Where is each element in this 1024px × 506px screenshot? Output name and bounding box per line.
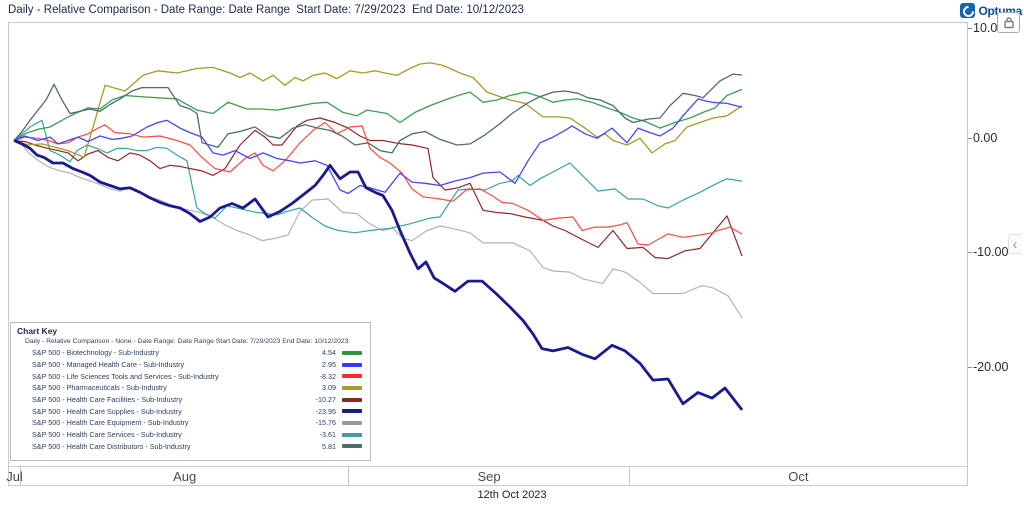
y-tick	[968, 138, 972, 139]
legend-row[interactable]: S&P 500 - Health Care Distributors - Sub…	[17, 441, 365, 453]
legend-swatch	[342, 444, 362, 449]
legend-row[interactable]: S&P 500 - Life Sciences Tools and Servic…	[17, 370, 365, 382]
optuma-logo-icon	[960, 3, 976, 18]
legend-row[interactable]: S&P 500 - Pharmaceuticals - Sub-Industry…	[17, 382, 365, 394]
legend-swatch	[342, 350, 362, 355]
plot-lines[interactable]	[9, 23, 967, 465]
legend-label: S&P 500 - Biotechnology - Sub-Industry	[32, 348, 159, 358]
legend-row[interactable]: S&P 500 - Health Care Facilities - Sub-I…	[17, 394, 365, 406]
y-axis-label: -20.00	[973, 360, 1009, 374]
series-line-life-sciences-tools[interactable]	[13, 121, 743, 246]
legend-label: S&P 500 - Health Care Facilities - Sub-I…	[32, 395, 183, 405]
series-line-biotechnology[interactable]	[13, 88, 743, 142]
legend-row[interactable]: S&P 500 - Managed Health Care - Sub-Indu…	[17, 359, 365, 371]
x-axis: Jul Aug Sep Oct	[6, 466, 968, 486]
series-line-health-care-distributors[interactable]	[13, 73, 743, 154]
y-axis-label: -10.00	[973, 245, 1009, 259]
legend-value: 3.09	[322, 383, 336, 393]
series-line-health-care-supplies[interactable]	[13, 139, 744, 411]
month-cell-aug[interactable]: Aug	[21, 467, 350, 485]
legend-swatch	[342, 409, 362, 414]
month-cell-jul[interactable]: Jul	[6, 467, 23, 485]
chart-key-subtitle: Daily - Relative Comparison - None - Dat…	[25, 338, 349, 345]
legend-swatch	[342, 432, 362, 437]
legend-swatch	[342, 385, 362, 390]
y-tick	[968, 28, 972, 29]
axis-lock-button[interactable]	[997, 12, 1020, 33]
legend-label: S&P 500 - Pharmaceuticals - Sub-Industry	[32, 383, 167, 393]
legend-value: -15.76	[315, 418, 336, 428]
legend-row[interactable]: S&P 500 - Health Care Equipment - Sub-In…	[17, 417, 365, 429]
chart-key[interactable]: Chart Key Daily - Relative Comparison - …	[10, 322, 371, 461]
legend-swatch	[342, 397, 362, 402]
legend-value: 2.95	[322, 360, 336, 370]
legend-value: 5.81	[322, 441, 336, 451]
legend-value: 4.54	[322, 348, 336, 358]
legend-value: -23.95	[315, 406, 336, 416]
series-line-pharmaceuticals[interactable]	[13, 62, 743, 159]
y-axis-label: 10.00	[973, 21, 1005, 35]
legend-label: S&P 500 - Health Care Supplies - Sub-Ind…	[32, 406, 182, 416]
legend-row[interactable]: S&P 500 - Biotechnology - Sub-Industry 4…	[17, 347, 365, 359]
collapse-chevron[interactable]: ‹	[1008, 234, 1021, 254]
lock-icon	[1003, 17, 1014, 29]
legend-label: S&P 500 - Managed Health Care - Sub-Indu…	[32, 360, 185, 370]
legend-label: S&P 500 - Health Care Equipment - Sub-In…	[32, 418, 189, 428]
chart-key-title: Chart Key	[17, 326, 58, 336]
month-cell-oct[interactable]: Oct	[788, 468, 809, 484]
series-line-managed-health-care[interactable]	[13, 98, 743, 195]
legend-label: S&P 500 - Life Sciences Tools and Servic…	[32, 371, 219, 381]
series-line-health-care-equipment[interactable]	[13, 139, 743, 319]
legend-label: S&P 500 - Health Care Services - Sub-Ind…	[32, 430, 182, 440]
y-axis-label: 0.00	[973, 131, 998, 145]
series-line-health-care-services[interactable]	[13, 119, 743, 234]
legend-label: S&P 500 - Health Care Distributors - Sub…	[32, 441, 191, 451]
month-cell-sep[interactable]: Sep	[349, 467, 630, 485]
legend-swatch	[342, 374, 362, 379]
page-title: Daily - Relative Comparison - Date Range…	[8, 4, 524, 16]
legend-value: -3.61	[319, 430, 336, 440]
legend-swatch	[342, 420, 362, 425]
legend-swatch	[342, 362, 362, 367]
legend-row[interactable]: S&P 500 - Health Care Services - Sub-Ind…	[17, 429, 365, 441]
legend-value: -8.32	[319, 371, 336, 381]
x-axis-cursor-date: 12th Oct 2023	[477, 489, 547, 501]
legend-row[interactable]: S&P 500 - Health Care Supplies - Sub-Ind…	[17, 405, 365, 417]
legend-value: -10.27	[315, 395, 336, 405]
y-tick	[968, 367, 972, 368]
y-tick	[968, 252, 972, 253]
